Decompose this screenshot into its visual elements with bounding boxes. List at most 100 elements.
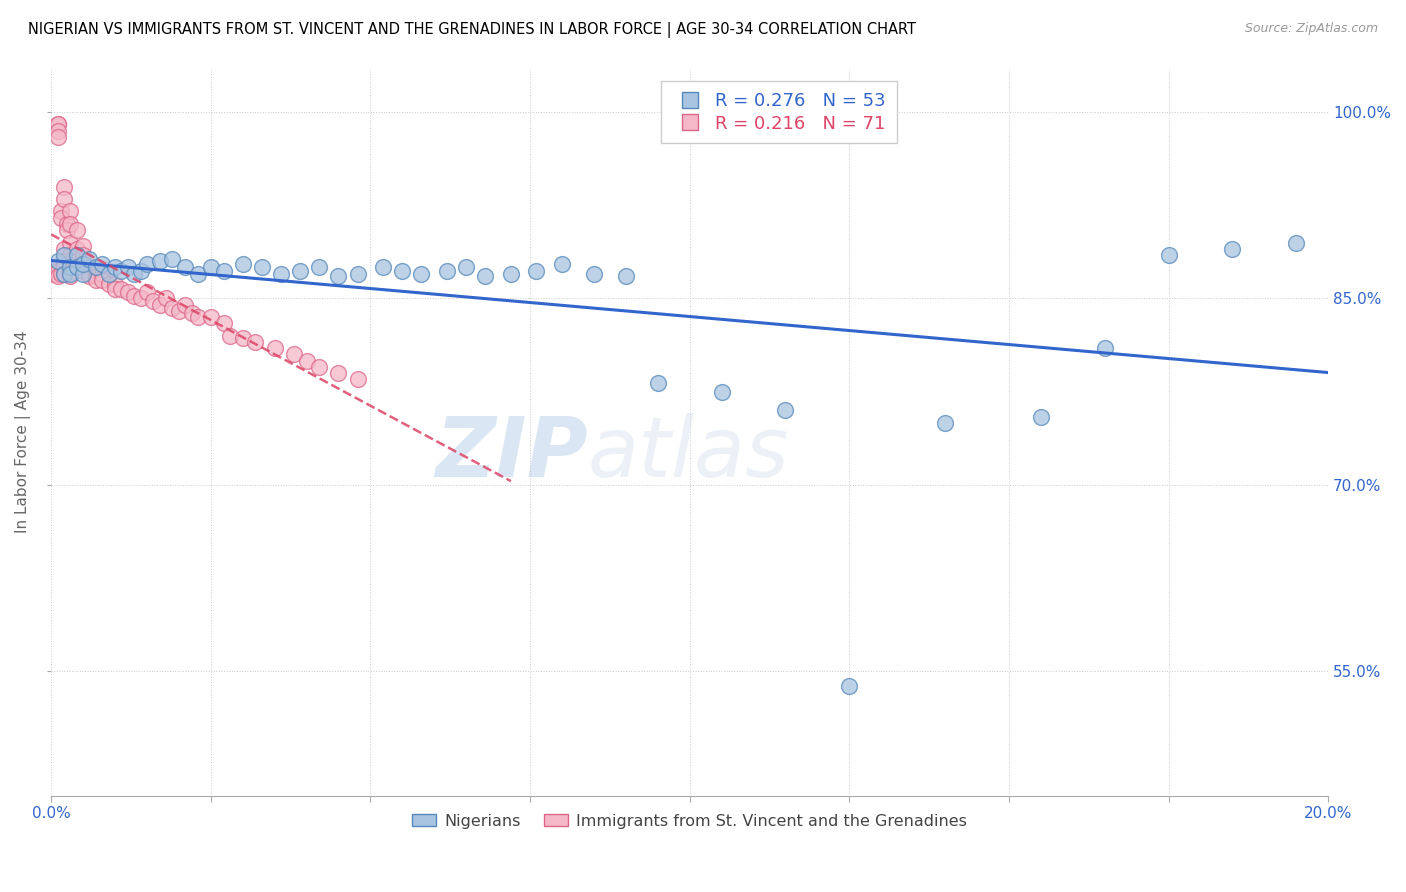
Point [66, 248, 89, 262]
Point [328, 366, 350, 380]
Point [174, 260, 197, 275]
Point [308, 260, 330, 275]
Point [52, 260, 75, 275]
Point [52, 254, 75, 268]
Point [79, 269, 101, 284]
Point [1157, 248, 1180, 262]
Point [155, 292, 177, 306]
Point [46, 254, 69, 268]
Text: NIGERIAN VS IMMIGRANTS FROM ST. VINCENT AND THE GRENADINES IN LABOR FORCE | AGE : NIGERIAN VS IMMIGRANTS FROM ST. VINCENT … [28, 22, 917, 38]
Point [66, 254, 89, 268]
Point [44, 267, 66, 281]
Point [129, 292, 152, 306]
Point [167, 304, 190, 318]
Point [59, 264, 82, 278]
Point [614, 269, 637, 284]
Point [56, 217, 79, 231]
Point [838, 679, 860, 693]
Point [187, 267, 209, 281]
Point [117, 285, 139, 300]
Point [84, 269, 107, 284]
Point [212, 264, 235, 278]
Point [91, 273, 114, 287]
Point [84, 264, 107, 278]
Text: Source: ZipAtlas.com: Source: ZipAtlas.com [1244, 22, 1378, 36]
Point [122, 267, 145, 281]
Point [59, 260, 82, 275]
Point [59, 204, 82, 219]
Legend: Nigerians, Immigrants from St. Vincent and the Grenadines: Nigerians, Immigrants from St. Vincent a… [406, 807, 973, 835]
Point [456, 260, 478, 275]
Point [436, 264, 458, 278]
Y-axis label: In Labor Force | Age 30-34: In Labor Force | Age 30-34 [15, 331, 31, 533]
Point [1029, 409, 1052, 424]
Point [44, 260, 66, 275]
Point [59, 248, 82, 262]
Point [52, 192, 75, 206]
Point [72, 264, 94, 278]
Point [373, 260, 395, 275]
Point [72, 248, 94, 262]
Point [174, 298, 197, 312]
Text: atlas: atlas [588, 414, 789, 494]
Point [263, 341, 285, 355]
Point [391, 264, 413, 278]
Point [162, 301, 184, 316]
Point [219, 328, 242, 343]
Point [142, 293, 165, 308]
Point [288, 264, 311, 278]
Point [328, 269, 350, 284]
Point [72, 267, 94, 281]
Point [46, 118, 69, 132]
Point [1222, 242, 1244, 256]
Point [149, 254, 172, 268]
Point [52, 242, 75, 256]
Point [245, 334, 267, 349]
Point [135, 257, 157, 271]
Point [308, 359, 330, 374]
Point [104, 281, 127, 295]
Point [59, 267, 82, 281]
Point [91, 257, 114, 271]
Point [52, 267, 75, 281]
Point [149, 298, 172, 312]
Point [59, 217, 82, 231]
Point [474, 269, 496, 284]
Point [250, 260, 273, 275]
Point [66, 223, 89, 237]
Point [110, 281, 132, 295]
Point [46, 118, 69, 132]
Text: ZIP: ZIP [434, 414, 588, 494]
Point [212, 317, 235, 331]
Point [283, 347, 305, 361]
Point [84, 260, 107, 275]
Point [97, 277, 120, 291]
Point [526, 264, 548, 278]
Point [52, 267, 75, 281]
Point [1285, 235, 1308, 250]
Point [49, 211, 72, 225]
Point [232, 331, 254, 345]
Point [46, 269, 69, 284]
Point [934, 416, 956, 430]
Point [187, 310, 209, 325]
Point [79, 267, 101, 281]
Point [72, 257, 94, 271]
Point [200, 310, 222, 325]
Point [232, 257, 254, 271]
Point [346, 372, 368, 386]
Point [72, 239, 94, 253]
Point [79, 260, 101, 275]
Point [52, 179, 75, 194]
Point [56, 223, 79, 237]
Point [295, 353, 318, 368]
Point [411, 267, 433, 281]
Point [52, 248, 75, 262]
Point [110, 264, 132, 278]
Point [66, 260, 89, 275]
Point [270, 267, 292, 281]
Point [97, 267, 120, 281]
Point [200, 260, 222, 275]
Point [79, 252, 101, 266]
Point [346, 267, 368, 281]
